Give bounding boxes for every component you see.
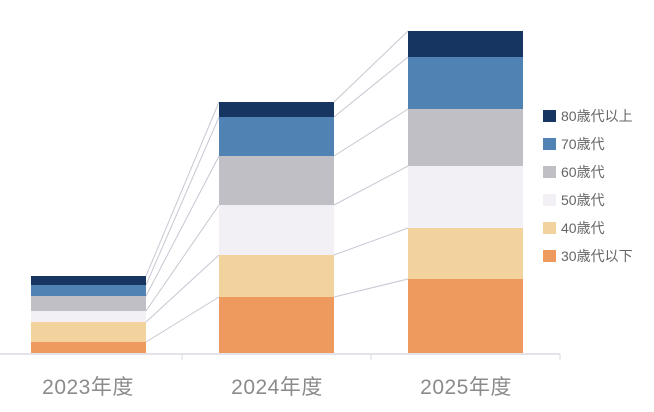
bar-segment-2023年度-60歳代 (31, 296, 146, 311)
legend-item-70s: 70歳代 (543, 135, 633, 152)
bar-segment-2024年度-40歳代 (219, 255, 334, 297)
x-axis-label-2024: 2024年度 (231, 376, 323, 399)
connector-line (145, 116, 220, 286)
connector-line (333, 278, 409, 298)
connector-line (333, 30, 409, 103)
connector-line (145, 155, 220, 297)
bar-segment-2025年度-30歳代以下 (408, 279, 523, 353)
x-axis-label-2025: 2025年度 (420, 376, 512, 399)
bar-segment-2024年度-30歳代以下 (219, 297, 334, 353)
legend-item-80s-plus: 80歳代以上 (543, 107, 633, 124)
legend-item-50s: 50歳代 (543, 191, 633, 208)
bar-segment-2024年度-50歳代 (219, 205, 334, 255)
connector-line (333, 56, 409, 118)
legend-swatch-40s (543, 221, 556, 234)
bar-segment-2023年度-40歳代 (31, 322, 146, 342)
x-axis-label-2023: 2023年度 (42, 376, 134, 399)
connector-line (333, 227, 409, 256)
legend-label-70s: 70歳代 (561, 135, 605, 152)
connector-line (145, 296, 220, 343)
legend-label-80s-plus: 80歳代以上 (561, 107, 633, 124)
bar-segment-2025年度-60歳代 (408, 109, 523, 166)
bar-segment-2024年度-70歳代 (219, 117, 334, 156)
legend-item-30s-under: 30歳代以下 (543, 247, 633, 264)
bar-segment-2024年度-80歳代以上 (219, 102, 334, 117)
bar-segment-2024年度-60歳代 (219, 156, 334, 205)
connector-line (145, 254, 220, 323)
legend-label-50s: 50歳代 (561, 191, 605, 208)
legend-swatch-30s-under (543, 249, 556, 262)
legend: 80歳代以上 70歳代 60歳代 50歳代 40歳代 30歳代以下 (543, 107, 633, 264)
bar-segment-2025年度-40歳代 (408, 228, 523, 279)
bar-segment-2025年度-80歳代以上 (408, 31, 523, 57)
legend-swatch-60s (543, 165, 556, 178)
connector-line (145, 204, 220, 312)
legend-label-30s-under: 30歳代以下 (561, 247, 633, 264)
bar-segment-2023年度-70歳代 (31, 285, 146, 296)
connector-line (145, 101, 220, 277)
bar-segment-2023年度-30歳代以下 (31, 342, 146, 353)
legend-item-60s: 60歳代 (543, 163, 633, 180)
legend-swatch-50s (543, 193, 556, 206)
legend-swatch-70s (543, 137, 556, 150)
legend-item-40s: 40歳代 (543, 219, 633, 236)
legend-label-40s: 40歳代 (561, 219, 605, 236)
bar-segment-2025年度-70歳代 (408, 57, 523, 109)
bar-segment-2023年度-50歳代 (31, 311, 146, 322)
legend-swatch-80s-plus (543, 109, 556, 122)
legend-label-60s: 60歳代 (561, 163, 605, 180)
bar-segment-2025年度-50歳代 (408, 166, 523, 228)
connector-line (333, 108, 409, 157)
connector-line (333, 165, 409, 206)
bar-segment-2023年度-80歳代以上 (31, 276, 146, 285)
